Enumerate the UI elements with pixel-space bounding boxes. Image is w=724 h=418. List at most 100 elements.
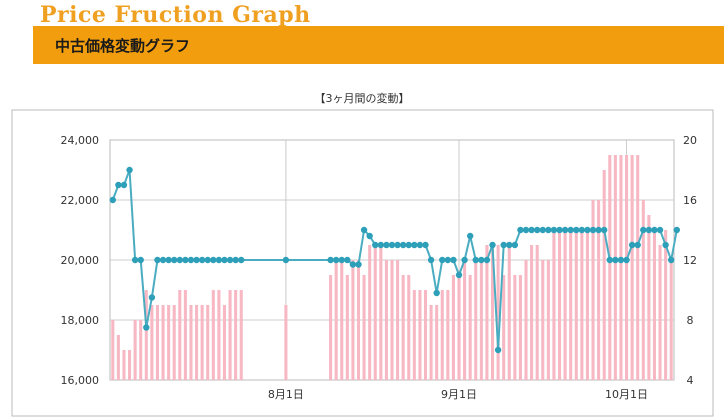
line-point [472, 256, 479, 264]
line-point [332, 256, 340, 264]
bar [524, 260, 528, 380]
right-tick-label: 8 [687, 314, 694, 327]
chart-title: 【3ヶ月間の変動】 [315, 91, 410, 105]
line-point [282, 256, 290, 264]
line-point [176, 256, 184, 264]
line-point [600, 226, 608, 234]
line-point [416, 241, 424, 249]
bar [340, 260, 344, 380]
line-point [461, 256, 468, 264]
line-point [545, 226, 552, 234]
bar [636, 155, 640, 380]
line-point [528, 226, 535, 234]
line-point [606, 256, 613, 264]
line-point [455, 271, 463, 279]
bar [133, 320, 137, 380]
line-point [573, 226, 580, 234]
line-point [182, 256, 189, 264]
bar [613, 155, 617, 380]
bar [485, 245, 489, 380]
line-point [143, 324, 150, 331]
line-point [673, 226, 680, 234]
line-point [511, 241, 519, 249]
line-point [366, 232, 373, 240]
left-tick-label: 18,000 [61, 314, 100, 327]
bar [580, 230, 584, 380]
line-point [427, 256, 435, 264]
bar [407, 275, 411, 380]
bar [463, 260, 467, 380]
line-point [388, 241, 396, 249]
bar [228, 290, 232, 380]
line-point [394, 241, 401, 249]
bar [178, 290, 182, 380]
bar [384, 260, 388, 380]
bar [423, 290, 428, 380]
line-point [500, 241, 507, 249]
line-point [405, 241, 412, 249]
line-point [450, 256, 457, 264]
line-point [238, 256, 245, 264]
bar [144, 290, 148, 380]
left-tick-label: 22,000 [61, 194, 100, 207]
bar [513, 275, 517, 380]
bar [664, 230, 668, 380]
line-point [640, 226, 647, 234]
bar [552, 230, 556, 380]
bar [602, 170, 606, 380]
bar [217, 290, 221, 380]
line-point [159, 256, 167, 264]
x-tick-label: 10月1日 [605, 388, 648, 401]
bar [200, 305, 204, 380]
bar [479, 260, 483, 380]
bar [167, 305, 171, 380]
bar [451, 275, 455, 380]
bar [368, 245, 372, 380]
line-point [355, 261, 362, 268]
line-point [171, 256, 178, 264]
line-point [489, 241, 496, 249]
bar [345, 275, 349, 380]
bar [418, 290, 422, 380]
line-point [433, 289, 440, 297]
line-point [662, 241, 669, 249]
line-point [120, 181, 128, 189]
bar [362, 275, 366, 380]
header-bar: 中古価格変動グラフ [33, 26, 724, 64]
line-point [215, 256, 223, 264]
line-point [221, 256, 228, 264]
line-point [628, 241, 636, 249]
left-tick-label: 20,000 [61, 254, 100, 267]
bar [183, 290, 187, 380]
bar [496, 245, 500, 380]
line-point [612, 256, 619, 264]
line-point [422, 241, 429, 249]
bar [412, 290, 416, 380]
line-point [550, 226, 558, 234]
bar [234, 290, 238, 380]
bar [334, 260, 338, 380]
line-point [539, 226, 546, 234]
bar [641, 200, 645, 380]
bar [530, 245, 534, 380]
bar [206, 305, 210, 380]
bar [490, 245, 495, 380]
bar [329, 275, 333, 380]
bar [195, 305, 199, 380]
line-point [349, 261, 357, 268]
line-point [567, 226, 574, 234]
line-series [109, 166, 680, 354]
bar [624, 155, 629, 380]
page-title: 中古価格変動グラフ [55, 37, 191, 55]
bar [401, 275, 405, 380]
line-point [439, 256, 446, 264]
line-point [115, 181, 122, 189]
line-point [466, 232, 474, 240]
line-point [360, 226, 368, 234]
line-point [478, 256, 485, 264]
bar [446, 290, 450, 380]
bar [172, 305, 176, 380]
bar [390, 260, 394, 380]
line-point [204, 256, 211, 264]
